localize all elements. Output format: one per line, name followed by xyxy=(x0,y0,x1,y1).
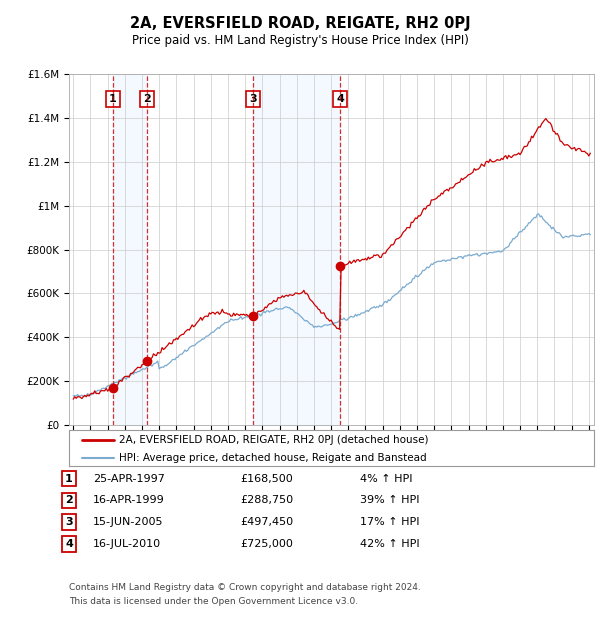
Text: 17% ↑ HPI: 17% ↑ HPI xyxy=(360,517,419,527)
Text: This data is licensed under the Open Government Licence v3.0.: This data is licensed under the Open Gov… xyxy=(69,597,358,606)
Text: £497,450: £497,450 xyxy=(240,517,293,527)
Text: 15-JUN-2005: 15-JUN-2005 xyxy=(93,517,163,527)
Text: Contains HM Land Registry data © Crown copyright and database right 2024.: Contains HM Land Registry data © Crown c… xyxy=(69,583,421,592)
Text: £168,500: £168,500 xyxy=(240,474,293,484)
Text: 42% ↑ HPI: 42% ↑ HPI xyxy=(360,539,419,549)
Text: 3: 3 xyxy=(65,517,73,527)
Text: 4: 4 xyxy=(337,94,344,104)
Text: 39% ↑ HPI: 39% ↑ HPI xyxy=(360,495,419,505)
Text: 4% ↑ HPI: 4% ↑ HPI xyxy=(360,474,413,484)
Bar xyxy=(253,74,340,425)
Text: 3: 3 xyxy=(249,94,257,104)
Text: 25-APR-1997: 25-APR-1997 xyxy=(93,474,165,484)
Text: 2A, EVERSFIELD ROAD, REIGATE, RH2 0PJ (detached house): 2A, EVERSFIELD ROAD, REIGATE, RH2 0PJ (d… xyxy=(119,435,428,445)
Text: 1: 1 xyxy=(109,94,116,104)
Text: 2: 2 xyxy=(143,94,151,104)
Text: 4: 4 xyxy=(65,539,73,549)
Text: 1: 1 xyxy=(65,474,73,484)
Text: £288,750: £288,750 xyxy=(240,495,293,505)
Text: Price paid vs. HM Land Registry's House Price Index (HPI): Price paid vs. HM Land Registry's House … xyxy=(131,34,469,47)
Text: 2: 2 xyxy=(65,495,73,505)
Bar xyxy=(113,74,147,425)
Text: 16-JUL-2010: 16-JUL-2010 xyxy=(93,539,161,549)
Text: 16-APR-1999: 16-APR-1999 xyxy=(93,495,165,505)
Text: HPI: Average price, detached house, Reigate and Banstead: HPI: Average price, detached house, Reig… xyxy=(119,453,427,463)
Text: 2A, EVERSFIELD ROAD, REIGATE, RH2 0PJ: 2A, EVERSFIELD ROAD, REIGATE, RH2 0PJ xyxy=(130,16,470,31)
Text: £725,000: £725,000 xyxy=(240,539,293,549)
